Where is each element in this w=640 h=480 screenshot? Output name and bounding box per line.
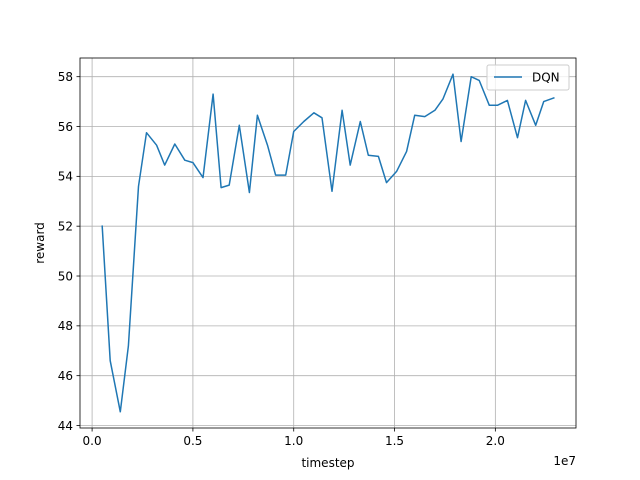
y-tick-label: 44 <box>58 419 73 433</box>
y-tick-label: 58 <box>58 70 73 84</box>
y-axis: 44 46 48 50 52 54 56 58 <box>58 70 80 433</box>
y-axis-label: reward <box>33 222 47 264</box>
y-tick-label: 52 <box>58 219 73 233</box>
x-tick-label: 0.0 <box>83 434 102 448</box>
y-tick-label: 50 <box>58 269 73 283</box>
x-tick-label: 1.5 <box>385 434 404 448</box>
plot-area <box>101 73 555 413</box>
x-axis-offset-text: 1e7 <box>553 454 576 468</box>
series-line-dqn <box>101 73 555 413</box>
x-tick-label: 1.0 <box>284 434 303 448</box>
y-tick-label: 54 <box>58 170 73 184</box>
axes-frame <box>79 57 577 429</box>
y-tick-label: 56 <box>58 120 73 134</box>
x-tick-label: 0.5 <box>183 434 202 448</box>
x-axis-label: timestep <box>301 456 354 470</box>
legend-label: DQN <box>532 71 560 85</box>
legend: DQN <box>486 64 570 91</box>
y-tick-label: 46 <box>58 369 73 383</box>
x-tick-label: 2.0 <box>486 434 505 448</box>
y-tick-label: 48 <box>58 319 73 333</box>
x-axis: 0.0 0.5 1.0 1.5 2.0 <box>83 428 505 448</box>
grid <box>80 58 576 428</box>
legend-box <box>486 64 570 91</box>
